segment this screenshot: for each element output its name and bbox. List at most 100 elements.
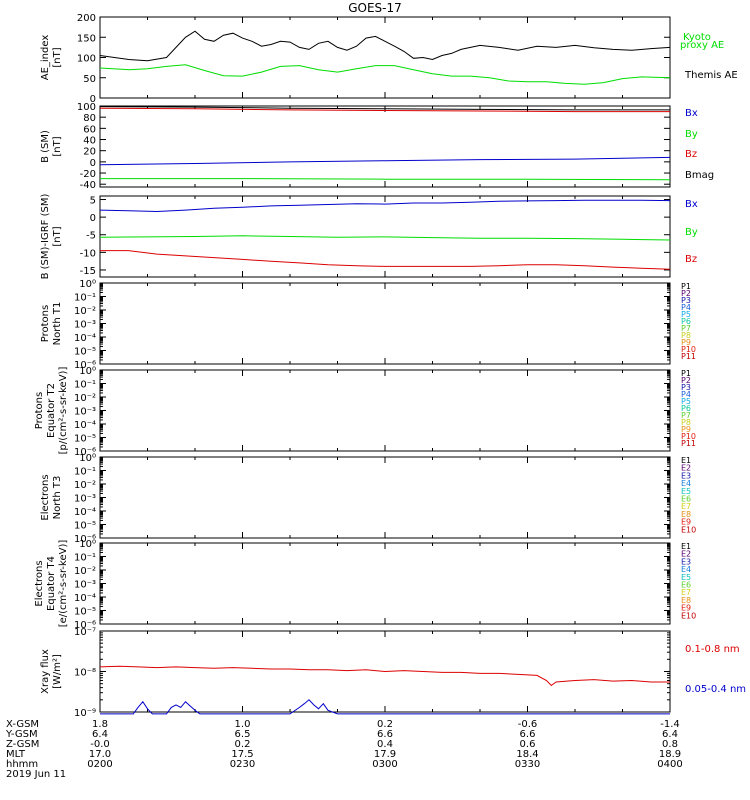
panel-6-legend-label: E6 [681, 495, 691, 504]
panel-7-ytick-label: 10⁰ [79, 539, 96, 550]
ephemeris-value: 6.4 [662, 729, 678, 740]
panel-7-legend-label: E8 [681, 596, 691, 605]
panel-6-legend-label: E5 [681, 487, 691, 496]
panel-2-legend-label: By [685, 129, 698, 140]
panel-5-legend-label: P10 [681, 432, 696, 441]
panel-4-ytick-label: 10⁻² [74, 306, 96, 317]
panel-8-legend-label: 0.05-0.4 nm [685, 684, 746, 695]
ephemeris-row-label: 2019 Jun 11 [6, 769, 66, 780]
panel-1-frame [99, 16, 671, 99]
ephemeris-row-label: hhmm [6, 759, 38, 770]
panel-7-legend-label: E9 [681, 604, 691, 613]
panel-7-ytick-label: 10⁻¹ [74, 553, 96, 564]
panel-3-series-bx [99, 199, 671, 213]
panel-6-ytick-label: 10⁻⁵ [74, 521, 96, 532]
panel-2-series-bmag [99, 106, 670, 111]
panel-5-ytick-label: 10⁻⁵ [74, 434, 96, 445]
panel-6-ytick-label: 10⁻¹ [74, 467, 96, 478]
panel-3-ylabel: [nT] [52, 226, 63, 246]
panel-5-ytick-label: 10⁻⁶ [74, 447, 96, 458]
panel-7-ytick-label: 10⁻⁵ [74, 607, 96, 618]
panel-5-legend-label: P9 [681, 425, 691, 434]
ephemeris-value: 17.0 [89, 749, 111, 760]
panel-5-ylabel: Equator T2 [46, 383, 57, 438]
panel-4-ytick-label: 10⁻⁴ [74, 333, 96, 344]
panel-1-legend-label: Kyoto [683, 32, 711, 43]
panel-4-legend-label: P9 [681, 338, 691, 347]
panel-4-legend-label: P5 [681, 310, 691, 319]
panel-5-frame [99, 369, 671, 452]
panel-6-legend-label: E2 [681, 464, 691, 473]
panel-2-ytick-label: 60 [83, 124, 96, 135]
panel-1-legend-label: Themis AE [684, 70, 738, 81]
panel-2-series-bx [99, 156, 671, 166]
panel-4-frame [99, 282, 671, 365]
ephemeris-value: 6.5 [235, 729, 251, 740]
panel-4-legend-label: P4 [681, 303, 691, 312]
panel-3-ytick-label: -15 [80, 266, 96, 277]
panel-1-ytick-label: 0 [90, 94, 96, 105]
panel-6-legend-label: E10 [681, 525, 696, 534]
panel-3-ytick-label: -10 [80, 248, 96, 259]
panel-6-frame [99, 456, 671, 539]
panel-3-legend-label: Bz [685, 254, 697, 265]
ephemeris-value: 0330 [515, 759, 540, 770]
panel-4-ylabel: North T1 [52, 302, 63, 346]
panel-5-legend-label: P2 [681, 376, 691, 385]
panel-2-ytick-label: 100 [77, 102, 96, 113]
panel-1-legend-label: proxy AE [680, 40, 724, 51]
panel-7-ytick-label: 10⁻⁶ [74, 620, 96, 631]
panel-2-legend-label: Bmag [685, 170, 714, 181]
panel-5-legend-label: P8 [681, 418, 691, 427]
panel-5-ytick-label: 10⁻³ [74, 407, 96, 418]
ephemeris-value: -0.6 [518, 719, 538, 730]
panel-7-legend-label: E2 [681, 550, 691, 559]
panel-8-ylabel: Xray flux [40, 649, 51, 694]
panel-4-legend-label: P10 [681, 345, 696, 354]
panel-4-ylabel: Protons [40, 305, 51, 342]
panel-2-ytick-label: -20 [80, 169, 96, 180]
panel-2-legend-label: Bz [685, 149, 697, 160]
panel-2-legend-label: Bx [685, 108, 698, 119]
panel-2-frame [99, 105, 671, 188]
panel-2-ytick-label: -40 [80, 180, 96, 191]
ephemeris-value: 0230 [230, 759, 255, 770]
panel-2-ytick-label: 40 [83, 136, 96, 147]
ephemeris-value: 0.2 [377, 719, 393, 730]
panel-4-ytick-label: 10⁰ [79, 279, 96, 290]
panel-6-ytick-label: 10⁻⁴ [74, 507, 96, 518]
panel-7-legend-label: E6 [681, 581, 691, 590]
panel-1-series-themis-ae [99, 30, 671, 62]
panel-5-ytick-label: 10⁰ [79, 366, 96, 377]
ephemeris-row-label: Y-GSM [5, 729, 38, 740]
panel-6-ylabel: Electrons [40, 474, 51, 520]
panel-5-legend-label: P6 [681, 404, 691, 413]
panel-8-legend-label: 0.1-0.8 nm [685, 644, 740, 655]
ephemeris-value: 6.6 [377, 729, 393, 740]
panel-7-ylabel: Electrons [34, 560, 45, 606]
panel-1-ytick-label: 100 [77, 54, 96, 65]
ephemeris-value: 0200 [87, 759, 112, 770]
panel-7-ylabel: Equator T4 [46, 556, 57, 611]
panel-8-ytick-label: 10⁻⁸ [74, 668, 96, 679]
panel-1-ytick-label: 150 [77, 33, 96, 44]
panel-6-legend-label: E9 [681, 518, 691, 527]
panel-7-ytick-label: 10⁻⁴ [74, 593, 96, 604]
panel-4-legend-label: P8 [681, 331, 691, 340]
ephemeris-value: 0300 [372, 759, 397, 770]
ephemeris-value: 18.9 [659, 749, 681, 760]
panel-3-series-bz [100, 250, 671, 270]
ephemeris-value: 0400 [657, 759, 682, 770]
panel-7-frame [99, 542, 671, 625]
panel-6-ytick-label: 10⁻³ [74, 494, 96, 505]
panel-4-legend-label: P11 [681, 352, 696, 361]
panel-5-ytick-label: 10⁻¹ [74, 380, 96, 391]
ephemeris-row-label: X-GSM [6, 719, 39, 730]
panel-4-legend-label: P6 [681, 317, 691, 326]
panel-7-legend-label: E5 [681, 573, 691, 582]
panel-2-series-by [100, 178, 671, 181]
ephemeris-value: 17.9 [374, 749, 396, 760]
panel-7-ytick-label: 10⁻³ [74, 580, 96, 591]
panel-2-ylabel: [nT] [52, 136, 63, 156]
ephemeris-row-label: MLT [6, 749, 26, 760]
